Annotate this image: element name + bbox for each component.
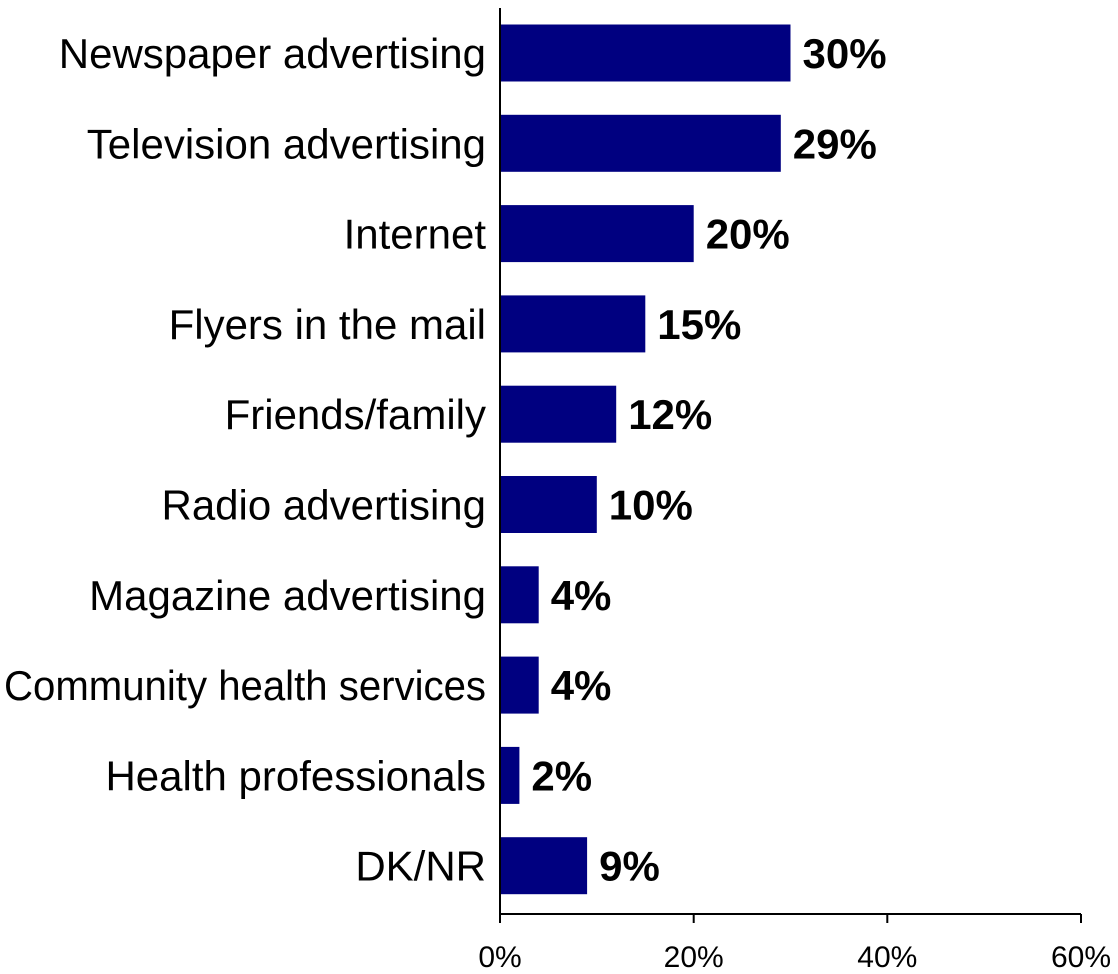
bar [500, 746, 520, 804]
category-label: Health professionals [105, 752, 486, 799]
category-labels-group: Newspaper advertising Television advertis… [4, 30, 486, 890]
x-tick-label: 40% [857, 941, 917, 974]
bar [500, 385, 617, 443]
bar [500, 114, 781, 172]
x-tick-label: 20% [664, 941, 724, 974]
ticks-group: 0% 20% 40% 60% [478, 914, 1111, 974]
bar [500, 476, 597, 533]
data-label: 2% [531, 752, 592, 799]
data-label: 30% [803, 30, 887, 77]
x-tick-label: 0% [478, 941, 521, 974]
data-label: 29% [793, 120, 877, 167]
category-label: Friends/family [225, 391, 486, 438]
category-label: Newspaper advertising [59, 30, 486, 77]
data-label: 4% [551, 662, 612, 709]
category-label: Flyers in the mail [169, 301, 486, 348]
category-label: Magazine advertising [89, 572, 486, 619]
data-label: 4% [551, 572, 612, 619]
data-label: 20% [706, 211, 790, 258]
data-labels-group: 30% 29%20% 15% 12% 10% 4% 4% 2%9% [531, 30, 886, 890]
data-label: 9% [599, 843, 660, 890]
category-label: Television advertising [87, 120, 486, 167]
data-label: 10% [609, 482, 693, 529]
bar [500, 566, 539, 624]
category-label: Internet [344, 211, 487, 258]
bar [500, 295, 646, 353]
bar [500, 656, 539, 714]
category-label: Radio advertising [161, 482, 486, 529]
data-label: 15% [657, 301, 741, 348]
category-label: DK/NR [355, 843, 486, 890]
category-label: Community health services [4, 662, 486, 709]
bar [500, 205, 694, 263]
bars-group [500, 24, 791, 895]
data-label: 12% [628, 391, 712, 438]
x-tick-label: 60% [1051, 941, 1111, 974]
bar [500, 24, 791, 82]
axes-group [499, 8, 1081, 915]
bar [500, 837, 588, 895]
